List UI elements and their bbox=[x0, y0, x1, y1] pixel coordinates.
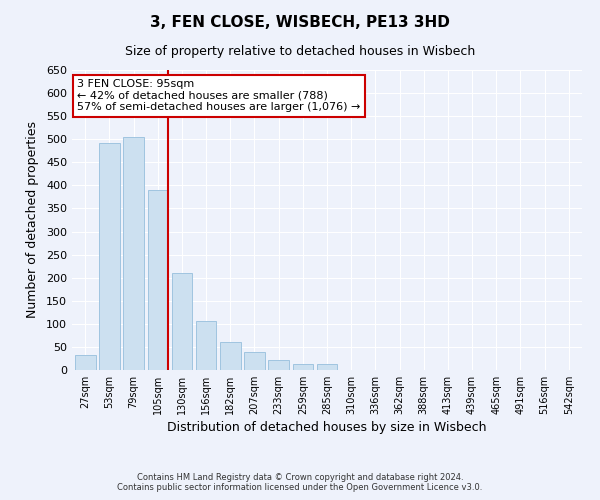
Text: 3, FEN CLOSE, WISBECH, PE13 3HD: 3, FEN CLOSE, WISBECH, PE13 3HD bbox=[150, 15, 450, 30]
Text: 3 FEN CLOSE: 95sqm
← 42% of detached houses are smaller (788)
57% of semi-detach: 3 FEN CLOSE: 95sqm ← 42% of detached hou… bbox=[77, 79, 361, 112]
Bar bbox=[268, 360, 289, 370]
Bar bbox=[244, 352, 265, 370]
Y-axis label: Number of detached properties: Number of detached properties bbox=[26, 122, 39, 318]
Text: Contains HM Land Registry data © Crown copyright and database right 2024.
Contai: Contains HM Land Registry data © Crown c… bbox=[118, 473, 482, 492]
Bar bbox=[293, 364, 313, 370]
X-axis label: Distribution of detached houses by size in Wisbech: Distribution of detached houses by size … bbox=[167, 421, 487, 434]
Bar bbox=[75, 355, 95, 370]
Bar bbox=[124, 137, 144, 370]
Bar bbox=[220, 342, 241, 370]
Text: Size of property relative to detached houses in Wisbech: Size of property relative to detached ho… bbox=[125, 45, 475, 58]
Bar bbox=[99, 143, 120, 370]
Bar bbox=[317, 364, 337, 370]
Bar bbox=[196, 320, 217, 370]
Bar bbox=[172, 273, 192, 370]
Bar bbox=[148, 190, 168, 370]
